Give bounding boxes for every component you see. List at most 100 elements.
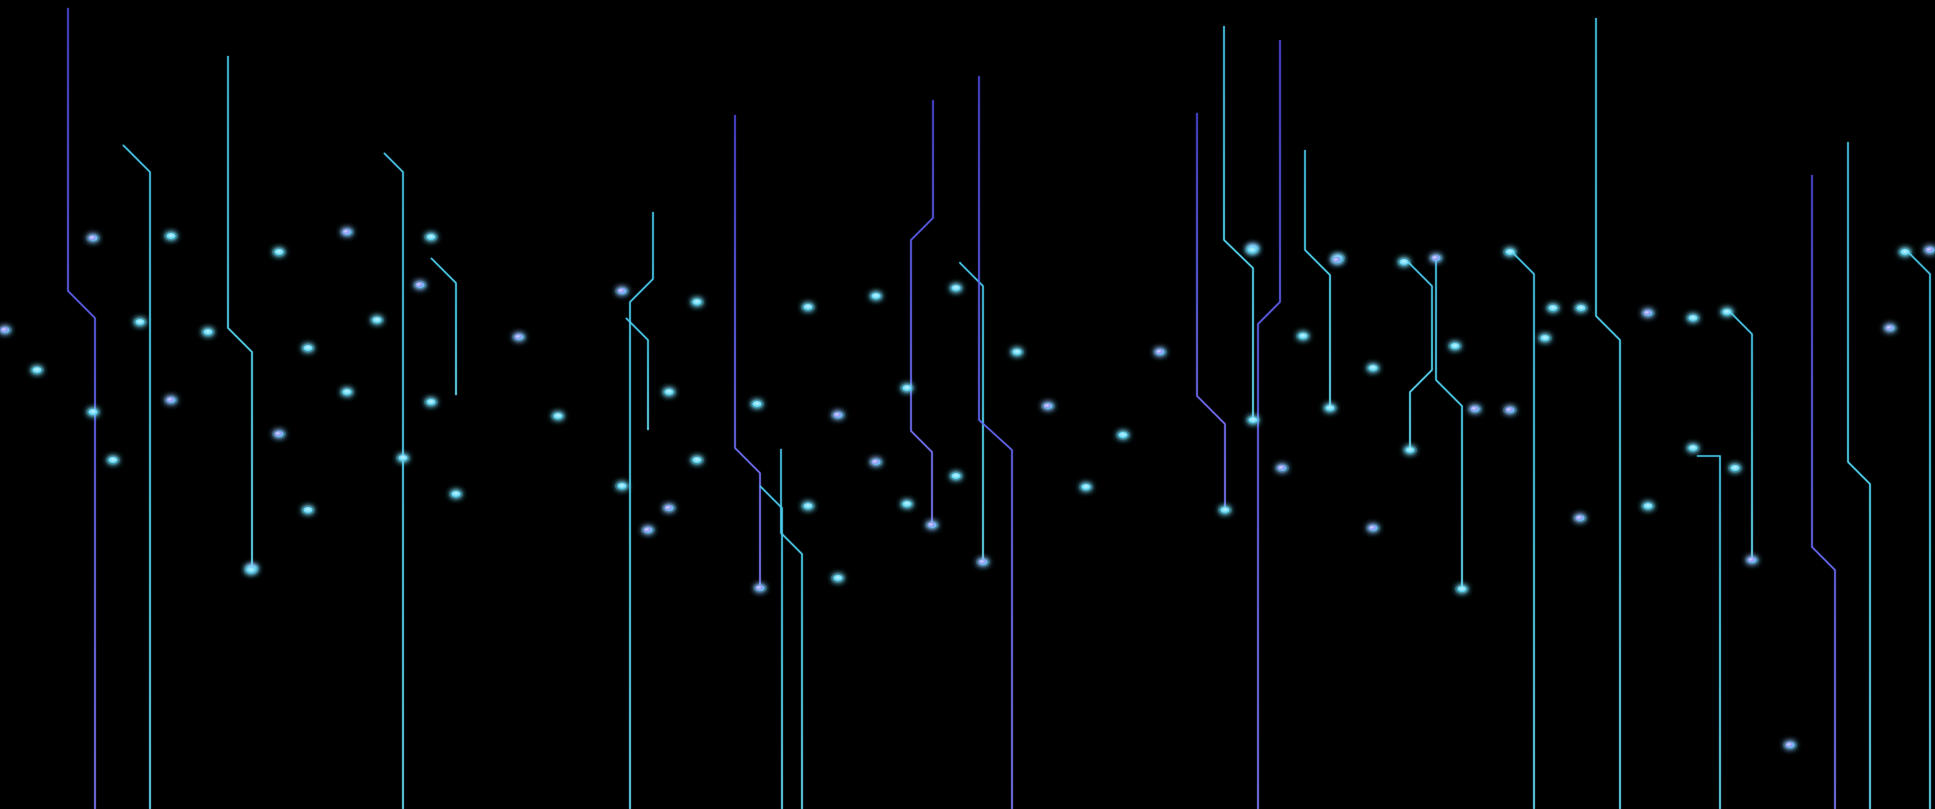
trace-node <box>243 565 259 575</box>
trace-node <box>1078 482 1094 492</box>
node-core <box>1688 445 1698 451</box>
node-core <box>803 503 813 509</box>
circuit-trace <box>67 8 96 809</box>
node-core <box>1548 305 1558 311</box>
trace-node <box>511 332 527 342</box>
trace-node <box>300 343 316 353</box>
node-core <box>1730 465 1740 471</box>
trace-node <box>1882 323 1898 333</box>
node-core <box>1368 525 1378 531</box>
trace-node <box>899 383 915 393</box>
node-core <box>1885 325 1895 331</box>
trace-node <box>975 557 991 567</box>
node-core <box>833 412 843 418</box>
trace-node <box>271 247 287 257</box>
node-core <box>978 559 988 565</box>
trace-node <box>395 453 411 463</box>
circuit-trace <box>122 144 151 809</box>
trace-node <box>689 455 705 465</box>
node-core <box>1900 249 1910 255</box>
trace-node <box>1245 415 1261 425</box>
trace-node <box>163 395 179 405</box>
trace-group <box>4 0 1931 809</box>
node-core <box>1431 255 1441 261</box>
trace-node <box>1467 404 1483 414</box>
trace-node <box>614 286 630 296</box>
trace-node <box>1217 505 1233 515</box>
node-core <box>1643 310 1653 316</box>
trace-node <box>1545 303 1561 313</box>
node-core <box>166 397 176 403</box>
trace-node <box>550 411 566 421</box>
circuit-trace <box>1304 150 1331 408</box>
node-core <box>643 527 653 533</box>
node-core <box>1450 343 1460 349</box>
node-core <box>951 285 961 291</box>
trace-node <box>899 499 915 509</box>
trace-node <box>924 520 940 530</box>
trace-node <box>1685 443 1701 453</box>
node-core <box>871 459 881 465</box>
trace-node <box>948 471 964 481</box>
trace-node <box>1744 555 1760 565</box>
node-core <box>617 483 627 489</box>
trace-node <box>1402 445 1418 455</box>
node-core <box>1722 309 1732 315</box>
node-core <box>1325 405 1335 411</box>
trace-node <box>1009 347 1025 357</box>
node-core <box>1012 349 1022 355</box>
trace-node <box>369 315 385 325</box>
node-core <box>1505 407 1515 413</box>
trace-node <box>412 280 428 290</box>
circuit-trace <box>910 100 934 525</box>
node-core <box>692 299 702 305</box>
trace-node <box>661 503 677 513</box>
trace-node <box>752 583 768 593</box>
trace-node <box>1502 247 1518 257</box>
node-core <box>1248 417 1258 423</box>
node-core <box>1220 507 1230 513</box>
trace-node <box>830 410 846 420</box>
node-core <box>514 334 524 340</box>
circuit-trace <box>978 76 1013 809</box>
node-core <box>1118 432 1128 438</box>
trace-node <box>300 505 316 515</box>
node-core <box>617 288 627 294</box>
trace-node <box>339 227 355 237</box>
trace-node <box>614 481 630 491</box>
node-core <box>1247 247 1257 253</box>
node-core <box>342 229 352 235</box>
trace-node <box>1782 740 1798 750</box>
node-core <box>1368 365 1378 371</box>
circuit-trace <box>1257 40 1281 809</box>
node-core <box>1081 484 1091 490</box>
trace-node <box>423 397 439 407</box>
node-core <box>303 507 313 513</box>
circuit-trace <box>1697 455 1721 809</box>
trace-node <box>448 489 464 499</box>
trace-node <box>1365 363 1381 373</box>
node-core <box>274 431 284 437</box>
circuit-trace <box>227 56 253 568</box>
trace-node <box>1396 257 1412 267</box>
node-core <box>1575 515 1585 521</box>
trace-node <box>1922 245 1935 255</box>
trace-node <box>1152 347 1168 357</box>
trace-node <box>689 297 705 307</box>
node-core <box>32 367 42 373</box>
node-core <box>1399 259 1409 265</box>
node-core <box>426 234 436 240</box>
trace-node <box>1572 513 1588 523</box>
node-core <box>752 401 762 407</box>
circuit-trace <box>1847 142 1871 809</box>
node-core <box>451 491 461 497</box>
circuit-trace <box>734 115 761 588</box>
trace-node <box>1640 308 1656 318</box>
trace-node <box>1897 247 1913 257</box>
node-core <box>0 327 10 333</box>
trace-node <box>1640 501 1656 511</box>
trace-node <box>868 291 884 301</box>
